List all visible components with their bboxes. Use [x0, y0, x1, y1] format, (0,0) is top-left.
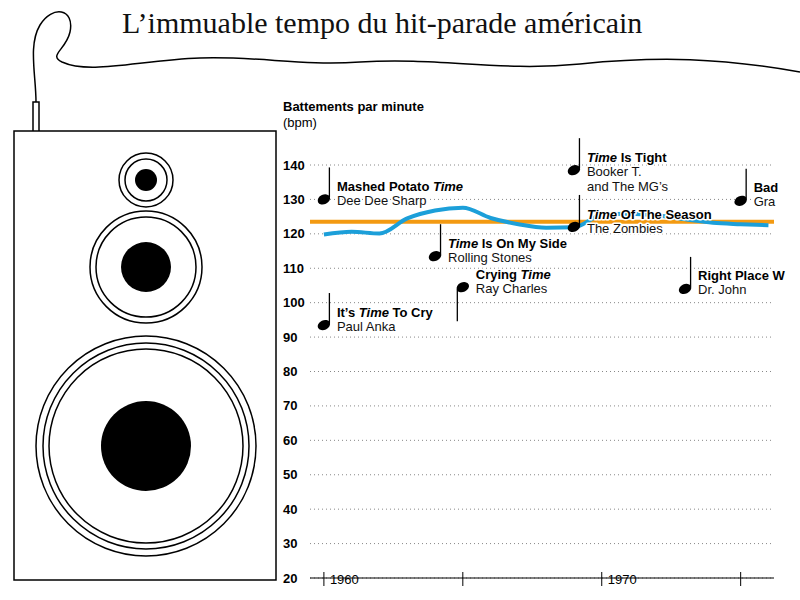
svg-text:Dr. John: Dr. John	[698, 282, 746, 297]
svg-text:Time Is Tight: Time Is Tight	[587, 150, 667, 165]
svg-text:Time Is On My Side: Time Is On My Side	[448, 236, 567, 251]
svg-text:Rolling Stones: Rolling Stones	[448, 250, 532, 265]
svg-text:Gra: Gra	[754, 194, 776, 209]
svg-text:30: 30	[283, 536, 297, 551]
svg-text:Crying Time: Crying Time	[476, 267, 551, 282]
svg-text:110: 110	[283, 261, 304, 276]
svg-text:Bad: Bad	[754, 180, 779, 195]
html-text:L’immuable tempo du hit-parade: L’immuable tempo du hit-parade américain	[122, 6, 643, 39]
svg-text:40: 40	[283, 502, 297, 517]
svg-text:100: 100	[283, 295, 305, 310]
svg-text:Ray Charles: Ray Charles	[476, 281, 548, 296]
svg-text:and The MG’s: and The MG’s	[587, 179, 669, 194]
svg-text:It’s Time To Cry: It’s Time To Cry	[337, 305, 434, 320]
svg-text:120: 120	[283, 226, 305, 241]
svg-text:Booker T.: Booker T.	[587, 164, 642, 179]
svg-text:Mashed Potato Time: Mashed Potato Time	[337, 179, 463, 194]
svg-text:80: 80	[283, 364, 297, 379]
svg-text:The Zombies: The Zombies	[587, 221, 663, 236]
svg-text:1960: 1960	[330, 572, 359, 587]
html-text:Battements par minute: Battements par minute	[283, 99, 424, 114]
svg-text:1970: 1970	[608, 572, 637, 587]
svg-text:Right Place W: Right Place W	[698, 268, 785, 283]
svg-text:140: 140	[283, 158, 305, 173]
svg-text:130: 130	[283, 192, 305, 207]
svg-text:Time Of The Season: Time Of The Season	[587, 207, 712, 222]
svg-text:20: 20	[283, 571, 297, 586]
svg-text:90: 90	[283, 330, 297, 345]
svg-text:60: 60	[283, 433, 297, 448]
svg-text:Paul Anka: Paul Anka	[337, 319, 396, 334]
svg-text:70: 70	[283, 398, 297, 413]
svg-text:50: 50	[283, 467, 297, 482]
html-text:(bpm): (bpm)	[283, 115, 317, 130]
svg-text:Dee Dee Sharp: Dee Dee Sharp	[337, 193, 427, 208]
